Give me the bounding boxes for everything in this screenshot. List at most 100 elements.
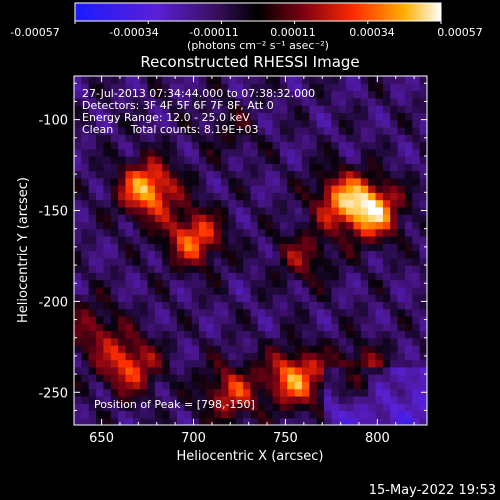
heatmap-cell bbox=[257, 228, 266, 237]
heatmap-cell bbox=[346, 301, 355, 310]
heatmap-cell bbox=[419, 163, 427, 172]
heatmap-cell bbox=[368, 83, 377, 92]
heatmap-cell bbox=[382, 403, 391, 412]
heatmap-cell bbox=[96, 272, 105, 281]
heatmap-cell bbox=[390, 301, 399, 310]
heatmap-cell bbox=[162, 374, 171, 382]
heatmap-cell bbox=[294, 221, 303, 230]
heatmap-cell bbox=[265, 221, 274, 230]
heatmap-cell bbox=[324, 206, 332, 215]
heatmap-cell bbox=[228, 265, 237, 273]
colorbar-ticks: -0.00057 -0.00034 -0.00011 0.00011 0.00034 0.… bbox=[10, 21, 483, 39]
heatmap-cell bbox=[257, 90, 266, 99]
heatmap-cell bbox=[125, 265, 134, 273]
heatmap-cell bbox=[294, 395, 303, 404]
heatmap-cell bbox=[368, 257, 377, 266]
heatmap-cell bbox=[96, 359, 105, 368]
heatmap-cell bbox=[191, 105, 200, 113]
heatmap-cell bbox=[375, 97, 384, 106]
heatmap-cell bbox=[265, 279, 274, 288]
heatmap-cell bbox=[154, 214, 163, 223]
heatmap-cell bbox=[279, 352, 288, 361]
heatmap-cell bbox=[213, 192, 222, 201]
heatmap-cell bbox=[404, 381, 413, 390]
heatmap-cell bbox=[257, 417, 266, 425]
heatmap-cell bbox=[272, 112, 281, 121]
heatmap-cell bbox=[213, 155, 222, 164]
heatmap-cell bbox=[88, 90, 97, 99]
heatmap-cell bbox=[176, 294, 185, 302]
heatmap-cell bbox=[272, 243, 281, 252]
heatmap-cell bbox=[140, 185, 149, 193]
heatmap-cell bbox=[309, 90, 318, 99]
heatmap-cell bbox=[191, 410, 200, 419]
heatmap-cell bbox=[368, 381, 377, 390]
heatmap-cell bbox=[338, 206, 347, 215]
heatmap-cell bbox=[419, 119, 427, 128]
heatmap-cell bbox=[368, 286, 377, 295]
heatmap-cell bbox=[154, 286, 163, 295]
heatmap-cell bbox=[147, 112, 156, 121]
heatmap-cell bbox=[360, 359, 369, 368]
heatmap-cell bbox=[294, 97, 303, 106]
heatmap-cell bbox=[309, 221, 318, 230]
heatmap-cell bbox=[147, 90, 156, 99]
heatmap-cell bbox=[74, 141, 82, 150]
heatmap-cell bbox=[118, 257, 127, 266]
heatmap-cell bbox=[74, 257, 82, 266]
heatmap-cell bbox=[382, 330, 391, 339]
heatmap-cell bbox=[331, 395, 340, 404]
heatmap-cell bbox=[265, 119, 274, 128]
heatmap-cell bbox=[368, 185, 377, 193]
heatmap-cell bbox=[103, 141, 112, 150]
heatmap-cell bbox=[419, 330, 427, 339]
heatmap-cell bbox=[412, 388, 421, 397]
heatmap-cell bbox=[103, 221, 112, 230]
heatmap-cell bbox=[301, 330, 310, 339]
heatmap-cell bbox=[412, 214, 421, 223]
heatmap-cell bbox=[96, 250, 105, 259]
heatmap-cell bbox=[257, 403, 266, 412]
heatmap-cell bbox=[191, 76, 200, 84]
heatmap-cell bbox=[74, 359, 82, 368]
heatmap-cell bbox=[368, 323, 377, 332]
heatmap-cell bbox=[221, 265, 230, 273]
heatmap-cell bbox=[309, 272, 318, 281]
heatmap-cell bbox=[110, 395, 119, 404]
heatmap-cell bbox=[287, 185, 296, 193]
heatmap-cell bbox=[176, 359, 185, 368]
heatmap-cell bbox=[199, 170, 207, 179]
heatmap-cell bbox=[250, 352, 259, 361]
heatmap-cell bbox=[390, 177, 399, 186]
heatmap-cell bbox=[265, 395, 274, 404]
heatmap-cell bbox=[140, 352, 149, 361]
heatmap-cell bbox=[74, 366, 82, 375]
heatmap-cell bbox=[81, 199, 90, 208]
heatmap-cell bbox=[74, 83, 82, 92]
heatmap-cell bbox=[375, 243, 384, 252]
heatmap-cell bbox=[118, 381, 127, 390]
heatmap-cell bbox=[81, 228, 90, 237]
heatmap-cell bbox=[162, 155, 171, 164]
heatmap-cell bbox=[360, 374, 369, 382]
heatmap-cell bbox=[118, 177, 127, 186]
heatmap-cell bbox=[257, 352, 266, 361]
heatmap-cell bbox=[125, 374, 134, 382]
heatmap-cell bbox=[154, 148, 163, 157]
heatmap-cell bbox=[316, 250, 325, 259]
heatmap-cell bbox=[162, 163, 171, 172]
heatmap-cell bbox=[162, 381, 171, 390]
heatmap-cell bbox=[309, 337, 318, 346]
heatmap-cell bbox=[213, 381, 222, 390]
heatmap-cell bbox=[382, 250, 391, 259]
heatmap-cell bbox=[154, 105, 163, 113]
heatmap-cell bbox=[301, 410, 310, 419]
heatmap-cell bbox=[324, 170, 332, 179]
heatmap-cell bbox=[169, 235, 178, 244]
heatmap-cell bbox=[118, 272, 127, 281]
heatmap-cell bbox=[412, 177, 421, 186]
heatmap-cell bbox=[74, 119, 82, 128]
heatmap-cell bbox=[390, 417, 399, 425]
heatmap-cell bbox=[338, 286, 347, 295]
heatmap-cell bbox=[250, 134, 259, 143]
